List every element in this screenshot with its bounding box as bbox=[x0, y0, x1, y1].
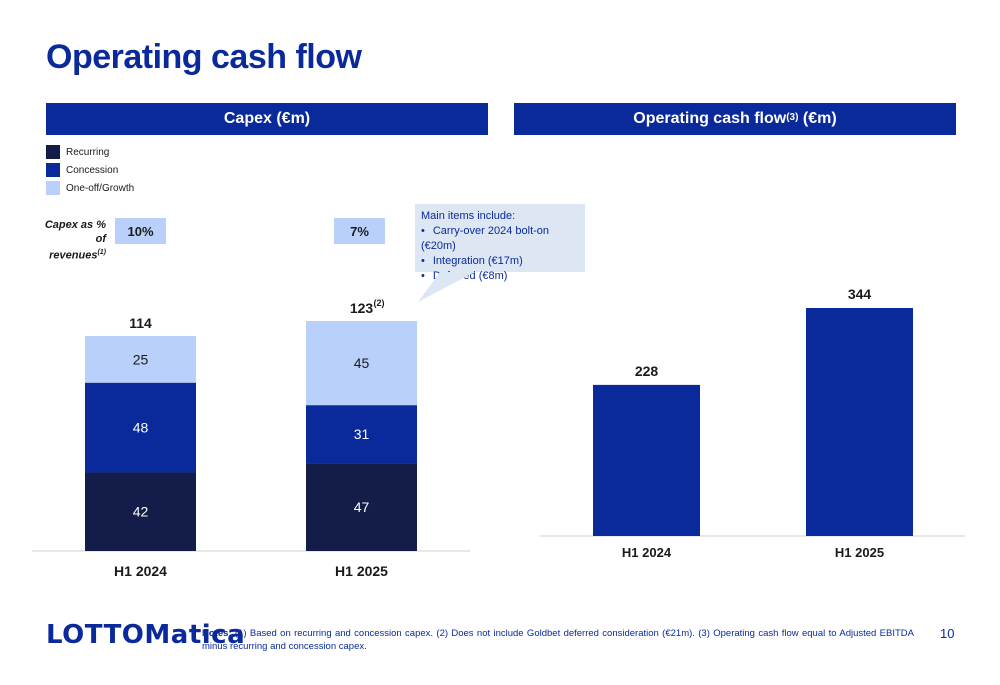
capex-category-label: H1 2025 bbox=[335, 563, 388, 579]
capex-pct-label: Capex as % of revenues(1) bbox=[40, 218, 106, 263]
capex-bar-segment bbox=[85, 335, 196, 383]
legend-label-concession: Concession bbox=[66, 164, 119, 176]
ocf-category-label: H1 2024 bbox=[622, 545, 672, 560]
capex-segment-label: 25 bbox=[133, 351, 149, 367]
legend-item-concession: Concession bbox=[46, 161, 134, 179]
callout-item: Carry-over 2024 bolt-on (€20m) bbox=[421, 224, 579, 254]
ocf-panel-header: Operating cash flow (3) (€m) bbox=[514, 103, 956, 135]
ocf-panel-title-sup: (3) bbox=[786, 111, 799, 123]
legend-item-recurring: Recurring bbox=[46, 143, 134, 161]
capex-segment-label: 42 bbox=[133, 504, 149, 520]
capex-bar-segment bbox=[85, 382, 196, 473]
callout-item: Deferred (€8m) bbox=[421, 269, 579, 284]
notes-label: Notes: bbox=[202, 628, 232, 639]
legend-label-recurring: Recurring bbox=[66, 146, 110, 158]
page-number: 10 bbox=[940, 626, 955, 641]
capex-segment-label: 45 bbox=[354, 355, 370, 371]
capex-segment-label: 47 bbox=[354, 499, 370, 515]
footnotes: Notes: (1) Based on recurring and conces… bbox=[202, 627, 914, 653]
ocf-value-label: 344 bbox=[848, 286, 872, 302]
capex-pct-h1-2024: 10% bbox=[115, 218, 166, 244]
capex-callout: Main items include: Carry-over 2024 bolt… bbox=[415, 204, 585, 282]
capex-bar-segment bbox=[306, 463, 417, 551]
capex-category-label: H1 2024 bbox=[114, 563, 167, 579]
capex-pct-label-line2: of revenues bbox=[49, 233, 106, 262]
notes-text: (1) Based on recurring and concession ca… bbox=[202, 628, 914, 652]
callout-list: Carry-over 2024 bolt-on (€20m) Integrati… bbox=[421, 224, 579, 284]
lottomatica-logo: LOTTOMatica bbox=[46, 620, 246, 650]
capex-total-label: 123 bbox=[350, 300, 374, 316]
capex-chart: 42 48 25 114 H1 2024 47 31 45 123 (2) H1 2025 bbox=[32, 298, 470, 579]
callout-heading: Main items include: bbox=[421, 210, 516, 222]
capex-pct-h1-2025: 7% bbox=[334, 218, 385, 244]
page-title: Operating cash flow bbox=[46, 38, 362, 76]
ocf-chart: 228 H1 2024 344 H1 2025 bbox=[540, 286, 965, 560]
legend-item-one-off-growth: One-off/Growth bbox=[46, 179, 134, 197]
legend-swatch-recurring bbox=[46, 145, 60, 159]
capex-total-label: 114 bbox=[129, 315, 152, 331]
ocf-panel-title: Operating cash flow bbox=[633, 110, 787, 127]
capex-legend: Recurring Concession One-off/Growth bbox=[46, 143, 134, 197]
legend-swatch-one-off-growth bbox=[46, 181, 60, 195]
ocf-category-label: H1 2025 bbox=[835, 545, 884, 560]
capex-total-footnote: (2) bbox=[374, 298, 385, 308]
ocf-panel-title-suffix: (€m) bbox=[798, 110, 837, 127]
ocf-bar bbox=[593, 384, 700, 536]
capex-segment-label: 48 bbox=[133, 420, 149, 436]
capex-bar-segment bbox=[306, 321, 417, 406]
capex-segment-label: 31 bbox=[354, 426, 370, 442]
ocf-bar bbox=[806, 308, 913, 536]
capex-pct-label-sup: (1) bbox=[97, 249, 106, 256]
capex-pct-label-line1: Capex as % bbox=[44, 219, 106, 231]
capex-bar-segment bbox=[85, 472, 196, 551]
legend-label-one-off-growth: One-off/Growth bbox=[66, 182, 135, 194]
capex-panel-title: Capex (€m) bbox=[223, 110, 311, 127]
capex-panel-header: Capex (€m) bbox=[46, 103, 488, 135]
callout-item: Integration (€17m) bbox=[421, 254, 579, 269]
legend-swatch-concession bbox=[46, 163, 60, 177]
ocf-value-label: 228 bbox=[635, 363, 659, 379]
capex-bar-segment bbox=[306, 405, 417, 464]
